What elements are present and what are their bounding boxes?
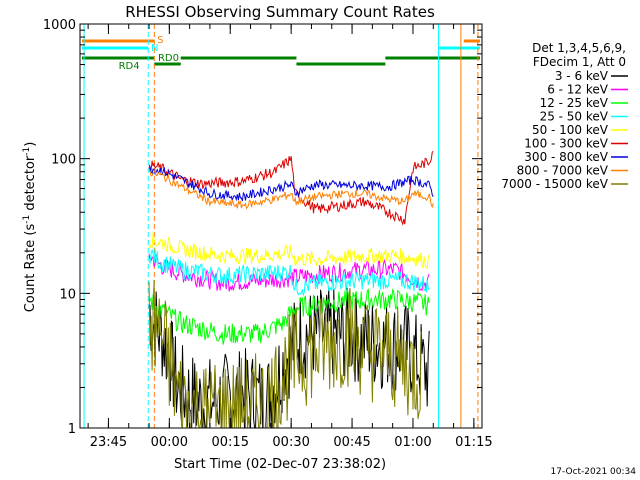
legend: Det 1,3,4,5,6,9, FDecim 1, Att 0 3 - 6 k…: [501, 41, 628, 191]
y-axis-label-part: detector: [23, 155, 38, 215]
legend-label: 100 - 300 keV: [524, 137, 608, 151]
legend-label: 12 - 25 keV: [540, 96, 609, 110]
series-line: [148, 232, 430, 270]
x-tick-label: 01:00: [394, 435, 431, 450]
x-tick-label: 00:30: [272, 435, 309, 450]
series-line: [148, 150, 434, 226]
series-line: [148, 164, 434, 202]
decimation-label: RD0: [158, 53, 179, 64]
decimation-label: RD4: [119, 61, 140, 72]
axes: 1 10 100 1000 23:45 00:00 00:15 00:30 00:45 01:00…: [43, 18, 493, 450]
legend-label: 6 - 12 keV: [547, 83, 609, 97]
x-tick-label: 00:45: [333, 435, 370, 450]
x-tick-label: 01:15: [455, 435, 492, 450]
legend-header-1: Det 1,3,4,5,6,9,: [532, 41, 626, 55]
series-line: [148, 168, 434, 210]
saa-flag-label: S: [157, 35, 163, 46]
x-tick-label: 23:45: [90, 435, 127, 450]
y-axis-label: Count Rate (s-1 detector-1): [22, 142, 38, 313]
y-tick-label: 1: [68, 422, 76, 437]
y-axis-label-sup: -1: [22, 147, 32, 156]
legend-label: 800 - 7000 keV: [517, 164, 609, 178]
legend-header-2: FDecim 1, Att 0: [533, 55, 626, 69]
y-axis-label-part: Count Rate (s: [23, 224, 38, 313]
legend-label: 50 - 100 keV: [532, 123, 609, 137]
legend-label: 3 - 6 keV: [555, 69, 609, 83]
generation-timestamp: 17-Oct-2021 00:34: [551, 467, 637, 477]
chart-title: RHESSI Observing Summary Count Rates: [125, 3, 435, 21]
x-tick-label: 00:00: [151, 435, 188, 450]
plot-area: SNRD0RD4: [82, 24, 480, 429]
legend-label: 7000 - 15000 keV: [501, 177, 608, 191]
y-axis-label-sup: -1: [22, 215, 32, 224]
x-axis-label: Start Time (02-Dec-07 23:38:02): [174, 457, 386, 472]
series-line: [148, 248, 430, 297]
legend-label: 300 - 800 keV: [524, 150, 608, 164]
series-line: [148, 279, 422, 429]
y-axis-label-part: ): [23, 142, 38, 147]
y-tick-label: 100: [51, 153, 76, 168]
legend-label: 25 - 50 keV: [540, 110, 609, 124]
plot-frame: [79, 23, 483, 429]
y-tick-label: 10: [59, 287, 76, 302]
y-tick-label: 1000: [43, 18, 76, 33]
series-line: [148, 288, 430, 345]
x-tick-label: 00:15: [212, 435, 249, 450]
